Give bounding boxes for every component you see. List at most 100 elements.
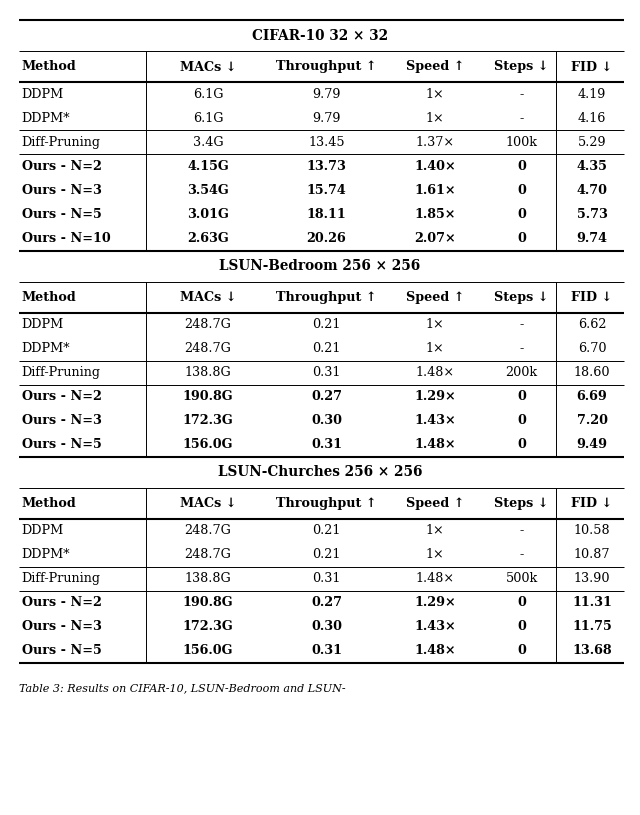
Text: 0: 0 bbox=[517, 645, 526, 658]
Text: MACs ↓: MACs ↓ bbox=[180, 497, 236, 509]
Text: 3.01G: 3.01G bbox=[187, 208, 229, 221]
Text: 1×: 1× bbox=[426, 112, 445, 125]
Text: 0.21: 0.21 bbox=[312, 548, 340, 562]
Text: 18.60: 18.60 bbox=[573, 366, 611, 379]
Text: 200k: 200k bbox=[506, 366, 538, 379]
Text: 9.74: 9.74 bbox=[577, 232, 607, 245]
Text: 9.49: 9.49 bbox=[577, 438, 607, 452]
Text: 172.3G: 172.3G bbox=[182, 620, 234, 633]
Text: 3.4G: 3.4G bbox=[193, 136, 223, 149]
Text: 4.70: 4.70 bbox=[577, 184, 607, 197]
Text: 13.68: 13.68 bbox=[572, 645, 612, 658]
Text: 7.20: 7.20 bbox=[577, 414, 607, 427]
Text: 190.8G: 190.8G bbox=[182, 390, 234, 403]
Text: 6.1G: 6.1G bbox=[193, 88, 223, 101]
Text: FID ↓: FID ↓ bbox=[572, 291, 612, 303]
Text: 3.54G: 3.54G bbox=[187, 184, 229, 197]
Text: DDPM: DDPM bbox=[22, 524, 64, 537]
Text: 0.27: 0.27 bbox=[311, 597, 342, 610]
Text: Ours - N=2: Ours - N=2 bbox=[22, 390, 102, 403]
Text: 1.40×: 1.40× bbox=[414, 160, 456, 173]
Text: 4.19: 4.19 bbox=[578, 88, 606, 101]
Text: 20.26: 20.26 bbox=[307, 232, 346, 245]
Text: 0: 0 bbox=[517, 232, 526, 245]
Text: 0: 0 bbox=[517, 414, 526, 427]
Text: -: - bbox=[520, 112, 524, 125]
Text: 1.29×: 1.29× bbox=[414, 597, 456, 610]
Text: 138.8G: 138.8G bbox=[184, 366, 232, 379]
Text: Ours - N=5: Ours - N=5 bbox=[22, 645, 102, 658]
Text: 156.0G: 156.0G bbox=[183, 438, 233, 452]
Text: Ours - N=5: Ours - N=5 bbox=[22, 208, 102, 221]
Text: 9.79: 9.79 bbox=[312, 88, 340, 101]
Text: 4.15G: 4.15G bbox=[187, 160, 229, 173]
Text: Diff-Pruning: Diff-Pruning bbox=[22, 572, 100, 585]
Text: 1×: 1× bbox=[426, 548, 445, 562]
Text: MACs ↓: MACs ↓ bbox=[180, 60, 236, 73]
Text: 6.1G: 6.1G bbox=[193, 112, 223, 125]
Text: 15.74: 15.74 bbox=[307, 184, 346, 197]
Text: 138.8G: 138.8G bbox=[184, 572, 232, 585]
Text: 1×: 1× bbox=[426, 342, 445, 355]
Text: 1×: 1× bbox=[426, 524, 445, 537]
Text: Diff-Pruning: Diff-Pruning bbox=[22, 366, 100, 379]
Text: -: - bbox=[520, 524, 524, 537]
Text: DDPM*: DDPM* bbox=[22, 112, 70, 125]
Text: 1.43×: 1.43× bbox=[414, 414, 456, 427]
Text: Ours - N=5: Ours - N=5 bbox=[22, 438, 102, 452]
Text: Method: Method bbox=[22, 497, 77, 509]
Text: 248.7G: 248.7G bbox=[184, 342, 232, 355]
Text: 0: 0 bbox=[517, 160, 526, 173]
Text: 0.31: 0.31 bbox=[311, 645, 342, 658]
Text: 248.7G: 248.7G bbox=[184, 548, 232, 562]
Text: 0.30: 0.30 bbox=[311, 414, 342, 427]
Text: Steps ↓: Steps ↓ bbox=[495, 60, 548, 73]
Text: 0.31: 0.31 bbox=[311, 438, 342, 452]
Text: 0: 0 bbox=[517, 597, 526, 610]
Text: 4.35: 4.35 bbox=[577, 160, 607, 173]
Text: 2.07×: 2.07× bbox=[414, 232, 456, 245]
Text: FID ↓: FID ↓ bbox=[572, 60, 612, 73]
Text: 1.29×: 1.29× bbox=[414, 390, 456, 403]
Text: Steps ↓: Steps ↓ bbox=[495, 291, 548, 303]
Text: 11.31: 11.31 bbox=[572, 597, 612, 610]
Text: Speed ↑: Speed ↑ bbox=[406, 497, 465, 509]
Text: Throughput ↑: Throughput ↑ bbox=[276, 497, 377, 509]
Text: 18.11: 18.11 bbox=[307, 208, 346, 221]
Text: -: - bbox=[520, 548, 524, 562]
Text: 13.90: 13.90 bbox=[573, 572, 611, 585]
Text: 1.48×: 1.48× bbox=[415, 438, 456, 452]
Text: 248.7G: 248.7G bbox=[184, 524, 232, 537]
Text: 172.3G: 172.3G bbox=[182, 414, 234, 427]
Text: LSUN-Bedroom 256 × 256: LSUN-Bedroom 256 × 256 bbox=[220, 259, 420, 273]
Text: -: - bbox=[520, 318, 524, 331]
Text: Ours - N=2: Ours - N=2 bbox=[22, 160, 102, 173]
Text: 156.0G: 156.0G bbox=[183, 645, 233, 658]
Text: 10.87: 10.87 bbox=[573, 548, 611, 562]
Text: 0.31: 0.31 bbox=[312, 572, 340, 585]
Text: 13.45: 13.45 bbox=[308, 136, 345, 149]
Text: Ours - N=2: Ours - N=2 bbox=[22, 597, 102, 610]
Text: 0: 0 bbox=[517, 208, 526, 221]
Text: 0: 0 bbox=[517, 390, 526, 403]
Text: 9.79: 9.79 bbox=[312, 112, 340, 125]
Text: DDPM: DDPM bbox=[22, 318, 64, 331]
Text: DDPM: DDPM bbox=[22, 88, 64, 101]
Text: 0: 0 bbox=[517, 438, 526, 452]
Text: 0: 0 bbox=[517, 620, 526, 633]
Text: 5.29: 5.29 bbox=[578, 136, 606, 149]
Text: Method: Method bbox=[22, 60, 77, 73]
Text: Diff-Pruning: Diff-Pruning bbox=[22, 136, 100, 149]
Text: 13.73: 13.73 bbox=[307, 160, 346, 173]
Text: Ours - N=3: Ours - N=3 bbox=[22, 620, 102, 633]
Text: 11.75: 11.75 bbox=[572, 620, 612, 633]
Text: -: - bbox=[520, 342, 524, 355]
Text: 1.48×: 1.48× bbox=[416, 572, 454, 585]
Text: 0.27: 0.27 bbox=[311, 390, 342, 403]
Text: 2.63G: 2.63G bbox=[187, 232, 229, 245]
Text: 100k: 100k bbox=[506, 136, 538, 149]
Text: MACs ↓: MACs ↓ bbox=[180, 291, 236, 303]
Text: 1.43×: 1.43× bbox=[414, 620, 456, 633]
Text: LSUN-Churches 256 × 256: LSUN-Churches 256 × 256 bbox=[218, 465, 422, 479]
Text: Method: Method bbox=[22, 291, 77, 303]
